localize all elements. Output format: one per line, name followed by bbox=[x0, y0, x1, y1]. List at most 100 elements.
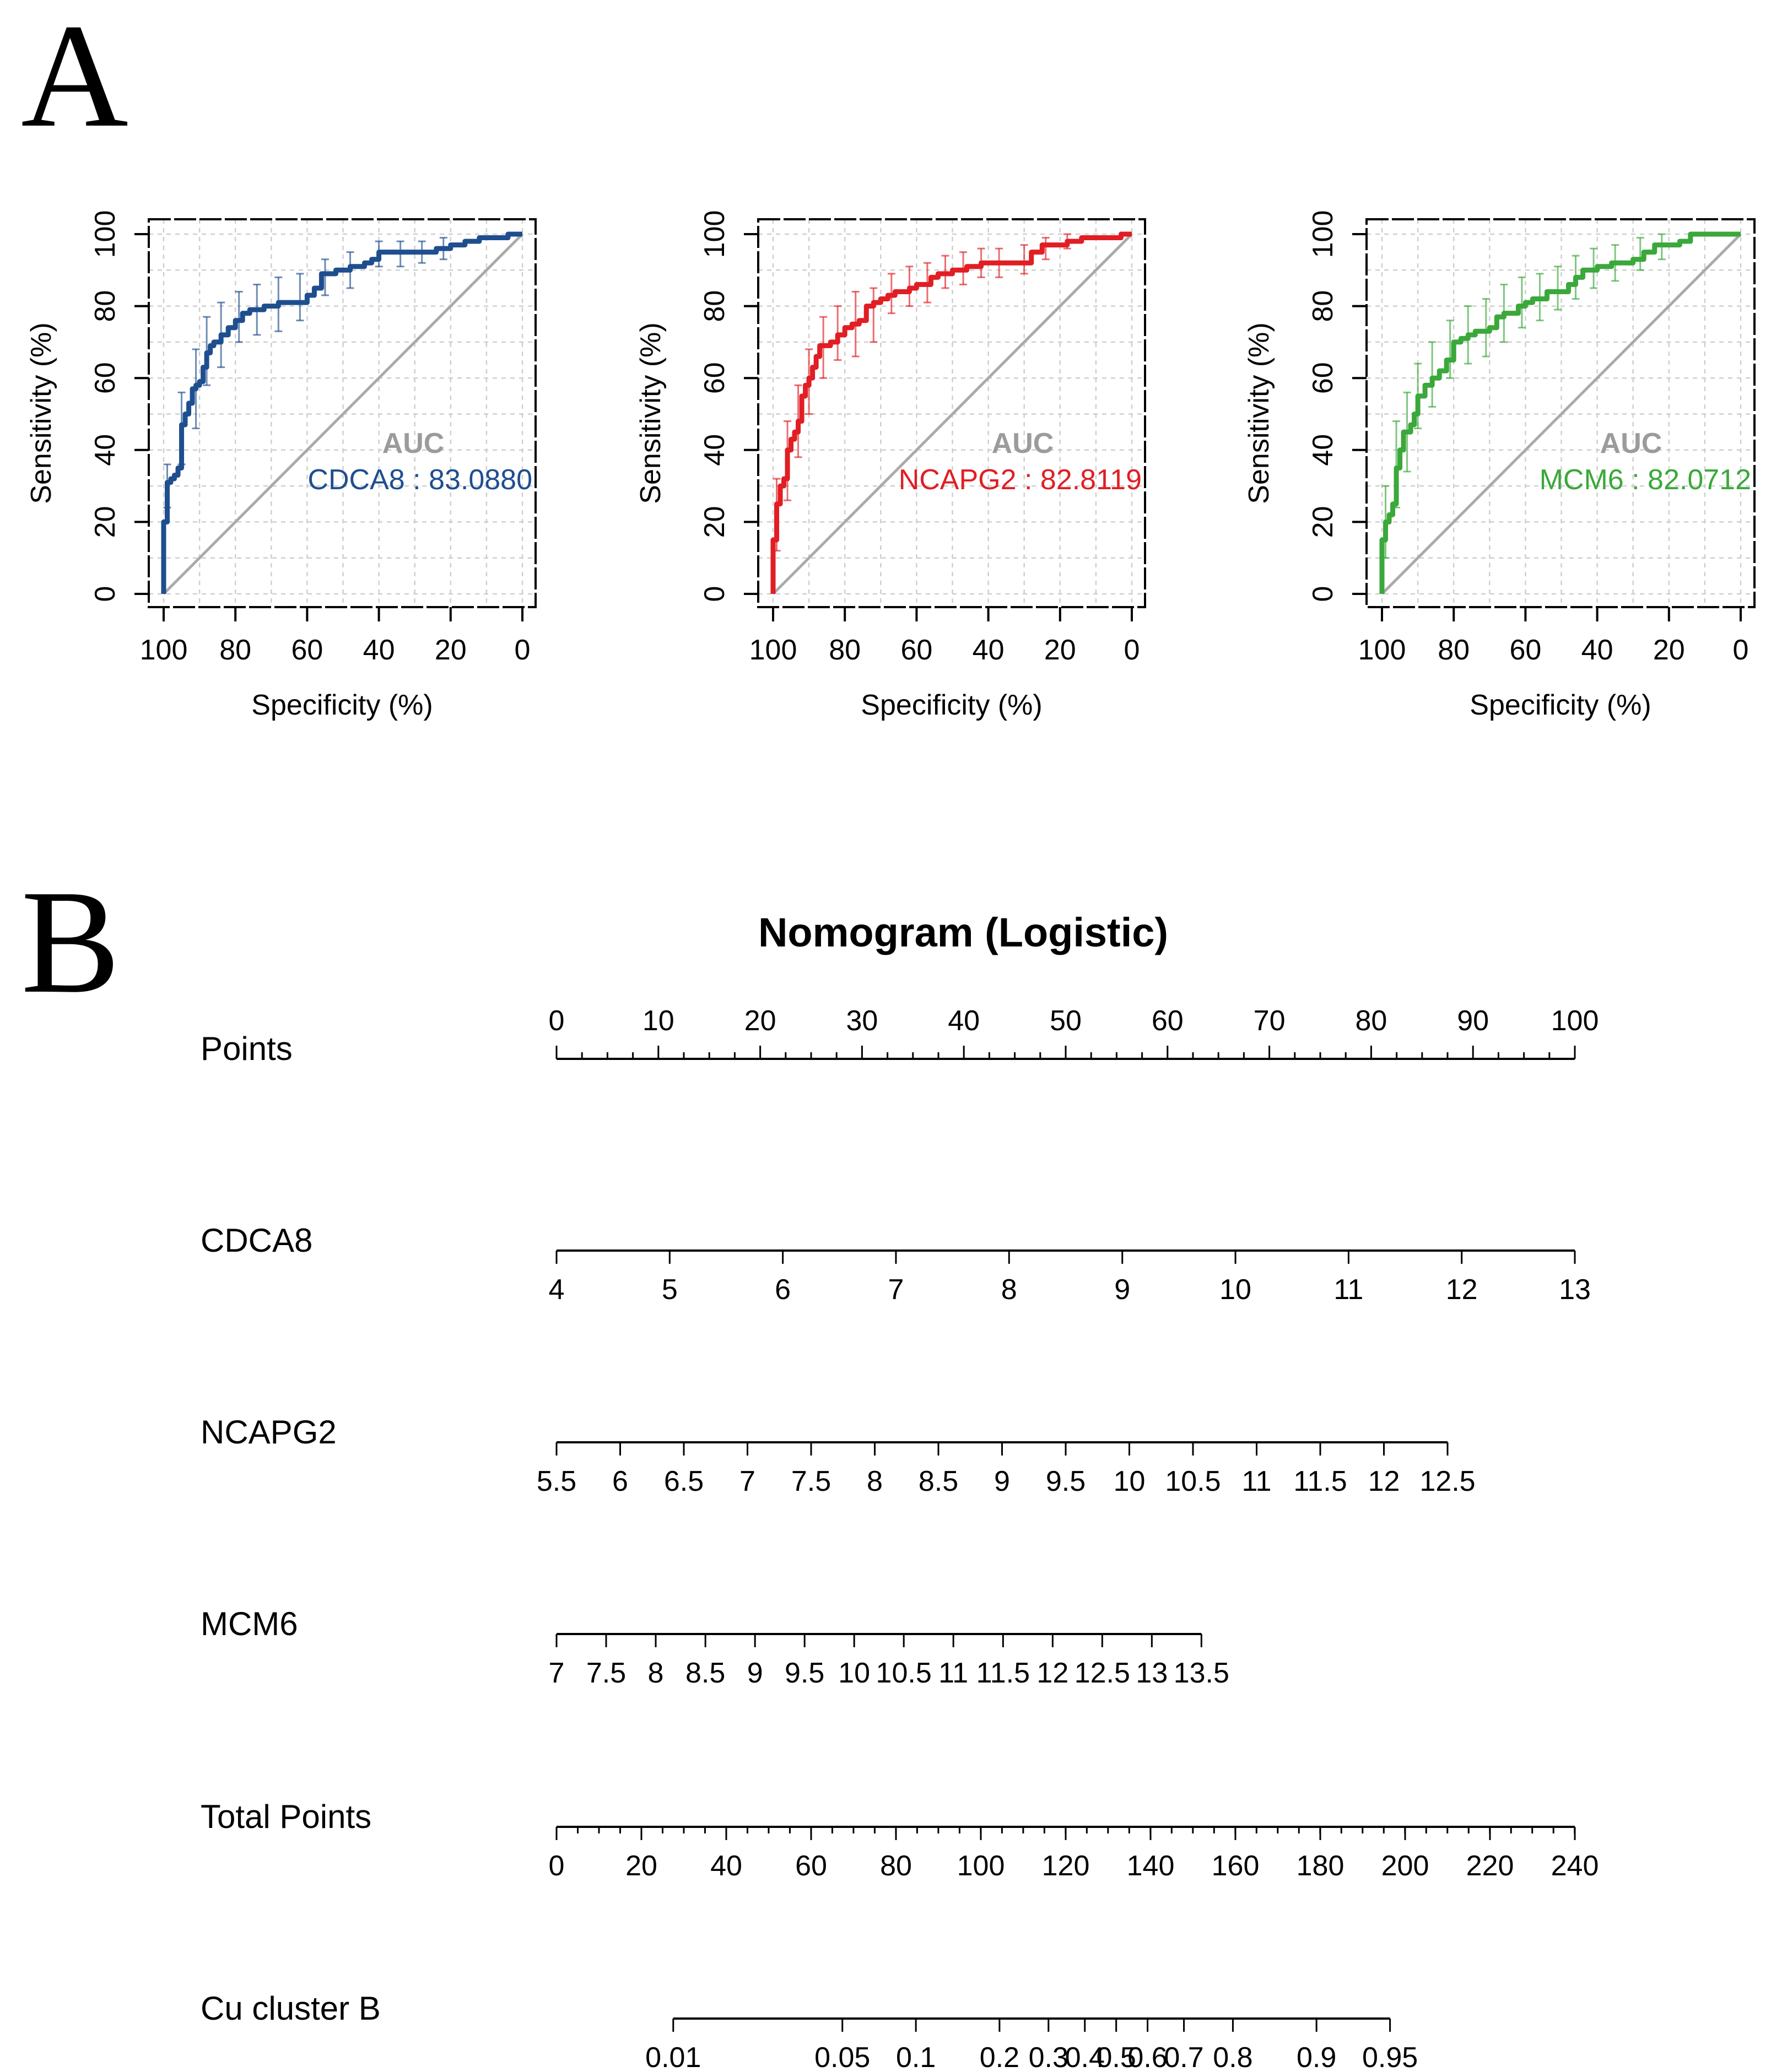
x-tick-label: 80 bbox=[829, 634, 861, 666]
total-points-tick-label: 40 bbox=[710, 1850, 742, 1882]
y-tick-label: 100 bbox=[1307, 210, 1339, 258]
ncapg2-tick-label: 10 bbox=[1114, 1465, 1146, 1497]
mcm6-tick-label: 9.5 bbox=[785, 1657, 824, 1689]
roc-chart-ncapg2: 100 80 60 40 20 0 0 20 40 60 80 100 Specificity (%) S… bbox=[635, 210, 1146, 721]
mcm6-tick-label: 11.5 bbox=[976, 1657, 1030, 1689]
cdca8-tick-label: 8 bbox=[1001, 1274, 1017, 1306]
total-points-tick-label: 120 bbox=[1042, 1850, 1090, 1882]
x-tick-label: 60 bbox=[291, 634, 323, 666]
x-tick-label: 20 bbox=[1044, 634, 1076, 666]
x-tick-label: 20 bbox=[1653, 634, 1685, 666]
auc-value: NCAPG2 : 82.8119 bbox=[899, 464, 1142, 496]
cdca8-tick-label: 6 bbox=[775, 1274, 791, 1306]
mcm6-tick-label: 8 bbox=[648, 1657, 664, 1689]
y-tick-label: 60 bbox=[89, 362, 121, 394]
x-tick-label: 60 bbox=[1509, 634, 1541, 666]
x-tick-label: 20 bbox=[435, 634, 467, 666]
y-tick-label: 40 bbox=[699, 434, 731, 466]
x-axis-title: Specificity (%) bbox=[861, 689, 1042, 721]
auc-title: AUC bbox=[992, 428, 1054, 459]
roc-chart-cdca8: 100 80 60 40 20 0 0 20 40 60 80 100 Specificity (%) S… bbox=[25, 210, 537, 721]
x-tick-label: 40 bbox=[363, 634, 395, 666]
x-axis-title: Specificity (%) bbox=[1470, 689, 1651, 721]
ncapg2-tick-label: 11.5 bbox=[1293, 1465, 1347, 1497]
y-tick-label: 100 bbox=[699, 210, 731, 258]
points-tick-label: 0 bbox=[549, 1005, 565, 1037]
plot-frame bbox=[757, 218, 1146, 608]
cdca8-tick-label: 9 bbox=[1114, 1274, 1130, 1306]
cdca8-tick-label: 13 bbox=[1559, 1274, 1591, 1306]
x-tick-label: 60 bbox=[900, 634, 932, 666]
total-points-tick-label: 160 bbox=[1212, 1850, 1260, 1882]
y-tick-label: 40 bbox=[89, 434, 121, 466]
ncapg2-tick-label: 8.5 bbox=[919, 1465, 958, 1497]
panel-letter-a: A bbox=[21, 0, 128, 158]
y-tick-label: 80 bbox=[89, 290, 121, 322]
x-tick-label: 80 bbox=[1438, 634, 1470, 666]
roc-curve-mcm6 bbox=[1379, 231, 1741, 594]
mcm6-tick-label: 9 bbox=[747, 1657, 763, 1689]
ncapg2-tick-label: 10.5 bbox=[1165, 1465, 1221, 1497]
diagonal-reference-line bbox=[772, 233, 1133, 595]
y-tick-label: 60 bbox=[699, 362, 731, 394]
x-tick-label: 0 bbox=[515, 634, 531, 666]
total-points-tick-label: 60 bbox=[795, 1850, 827, 1882]
cu-cluster-b-tick-label: 0.8 bbox=[1213, 2042, 1252, 2072]
cdca8-tick-label: 4 bbox=[549, 1274, 565, 1306]
y-tick-label: 100 bbox=[89, 210, 121, 258]
cu-cluster-b-tick-label: 0.4 bbox=[1065, 2042, 1105, 2072]
roc-chart-mcm6: 100 80 60 40 20 0 0 20 40 60 80 100 Specificity (%) S… bbox=[1243, 210, 1756, 721]
points-tick-label: 60 bbox=[1152, 1005, 1184, 1037]
cu-cluster-b-tick-label: 0.95 bbox=[1362, 2042, 1418, 2072]
diagonal-reference-line bbox=[1381, 233, 1742, 595]
total-points-tick-label: 180 bbox=[1297, 1850, 1345, 1882]
total-points-tick-label: 20 bbox=[625, 1850, 657, 1882]
auc-title: AUC bbox=[1600, 428, 1662, 459]
roc-curve-ncapg2 bbox=[770, 231, 1132, 594]
total-points-tick-label: 200 bbox=[1381, 1850, 1429, 1882]
cdca8-tick-label: 7 bbox=[888, 1274, 904, 1306]
y-tick-label: 0 bbox=[1307, 586, 1339, 602]
points-tick-label: 90 bbox=[1457, 1005, 1489, 1037]
cu-cluster-b-tick-label: 0.9 bbox=[1297, 2042, 1336, 2072]
x-tick-label: 40 bbox=[973, 634, 1005, 666]
cu-cluster-b-tick-label: 0.05 bbox=[814, 2042, 870, 2072]
x-tick-label: 100 bbox=[749, 634, 797, 666]
cu-cluster-b-tick-label: 0.6 bbox=[1127, 2042, 1167, 2072]
x-tick-label: 40 bbox=[1581, 634, 1613, 666]
cu-cluster-b-tick-label: 0.2 bbox=[980, 2042, 1019, 2072]
total-points-tick-label: 140 bbox=[1127, 1850, 1175, 1882]
y-tick-label: 20 bbox=[699, 506, 731, 538]
row-label-points: Points bbox=[201, 1030, 293, 1067]
plot-frame bbox=[1365, 218, 1756, 608]
row-label-cu-cluster-b: Cu cluster B bbox=[201, 1990, 381, 2027]
total-points-tick-label: 0 bbox=[549, 1850, 565, 1882]
roc-curve-cdca8 bbox=[161, 231, 522, 594]
ncapg2-tick-label: 9.5 bbox=[1046, 1465, 1086, 1497]
ncapg2-tick-label: 8 bbox=[867, 1465, 883, 1497]
mcm6-tick-label: 13 bbox=[1136, 1657, 1168, 1689]
diagonal-reference-line bbox=[163, 233, 523, 595]
row-label-cdca8: CDCA8 bbox=[201, 1222, 312, 1259]
x-tick-label: 100 bbox=[140, 634, 188, 666]
auc-value: MCM6 : 82.0712 bbox=[1540, 464, 1751, 496]
ncapg2-tick-label: 12 bbox=[1368, 1465, 1400, 1497]
y-tick-label: 0 bbox=[699, 586, 731, 602]
y-tick-label: 80 bbox=[1307, 290, 1339, 322]
row-label-ncapg2: NCAPG2 bbox=[201, 1414, 337, 1451]
cu-cluster-b-tick-label: 0.5 bbox=[1097, 2042, 1136, 2072]
y-tick-label: 20 bbox=[1307, 506, 1339, 538]
x-tick-label: 0 bbox=[1124, 634, 1140, 666]
auc-value: CDCA8 : 83.0880 bbox=[307, 464, 532, 496]
row-label-mcm6: MCM6 bbox=[201, 1605, 298, 1642]
nomogram-title: Nomogram (Logistic) bbox=[758, 910, 1168, 955]
cu-cluster-b-tick-label: 0.1 bbox=[896, 2042, 936, 2072]
cu-cluster-b-tick-label: 0.3 bbox=[1029, 2042, 1068, 2072]
points-tick-label: 20 bbox=[744, 1005, 776, 1037]
mcm6-tick-label: 11 bbox=[938, 1657, 968, 1689]
ncapg2-tick-label: 12.5 bbox=[1419, 1465, 1475, 1497]
ncapg2-tick-label: 6 bbox=[612, 1465, 628, 1497]
